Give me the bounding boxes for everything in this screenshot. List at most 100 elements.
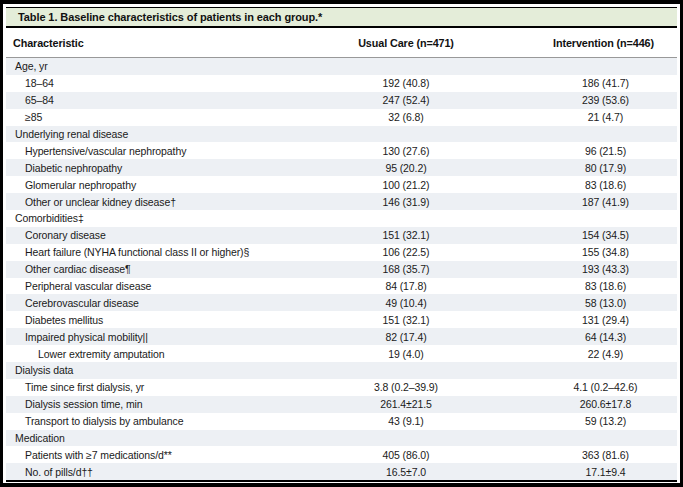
cell-intervention [482, 126, 677, 143]
cell-intervention: 21 (4.7) [482, 109, 677, 126]
header-row: Characteristic Usual Care (n=471) Interv… [6, 28, 677, 58]
table-row: Time since first dialysis, yr3.8 (0.2–39… [6, 379, 677, 396]
table-row: No. of pills/d††16.5±7.017.1±9.4 [6, 463, 677, 481]
cell-characteristic: Comorbidities‡ [6, 210, 330, 227]
cell-intervention: 193 (43.3) [482, 261, 677, 278]
cell-usual-care: 151 (32.1) [330, 311, 482, 328]
cell-characteristic: Glomerular nephropathy [6, 176, 330, 193]
table-row: Transport to dialysis by ambulance43 (9.… [6, 413, 677, 430]
column-header-usual-care: Usual Care (n=471) [330, 28, 482, 58]
cell-usual-care: 82 (17.4) [330, 328, 482, 345]
section-row: Underlying renal disease [6, 126, 677, 143]
cell-characteristic: 18–64 [6, 75, 330, 92]
cell-characteristic: Underlying renal disease [6, 126, 330, 143]
cell-intervention: 131 (29.4) [482, 311, 677, 328]
cell-intervention: 58 (13.0) [482, 294, 677, 311]
column-header-characteristic: Characteristic [6, 28, 330, 58]
cell-characteristic: Diabetic nephropathy [6, 159, 330, 176]
section-row: Medication [6, 430, 677, 447]
cell-usual-care: 106 (22.5) [330, 244, 482, 261]
cell-usual-care: 146 (31.9) [330, 193, 482, 210]
cell-intervention: 4.1 (0.2–42.6) [482, 379, 677, 396]
section-row: Comorbidities‡ [6, 210, 677, 227]
cell-intervention: 22 (4.9) [482, 345, 677, 362]
cell-usual-care: 49 (10.4) [330, 294, 482, 311]
cell-characteristic: Other cardiac disease¶ [6, 261, 330, 278]
cell-intervention: 17.1±9.4 [482, 463, 677, 481]
cell-characteristic: No. of pills/d†† [6, 463, 330, 481]
cell-intervention: 64 (14.3) [482, 328, 677, 345]
cell-intervention: 363 (81.6) [482, 446, 677, 463]
cell-intervention: 96 (21.5) [482, 142, 677, 159]
cell-characteristic: ≥85 [6, 109, 330, 126]
table-title: Table 1. Baseline characteristics of pat… [6, 7, 677, 28]
table-row: Other or unclear kidney disease†146 (31.… [6, 193, 677, 210]
cell-intervention: 186 (41.7) [482, 75, 677, 92]
cell-characteristic: Lower extremity amputation [6, 345, 330, 362]
cell-intervention: 187 (41.9) [482, 193, 677, 210]
cell-characteristic: Dialysis data [6, 362, 330, 379]
table-row: Impaired physical mobility||82 (17.4)64 … [6, 328, 677, 345]
table-row: 18–64192 (40.8)186 (41.7) [6, 75, 677, 92]
cell-usual-care: 130 (27.6) [330, 142, 482, 159]
cell-usual-care: 192 (40.8) [330, 75, 482, 92]
cell-characteristic: Time since first dialysis, yr [6, 379, 330, 396]
cell-characteristic: Cerebrovascular disease [6, 294, 330, 311]
table-body: Age, yr18–64192 (40.8)186 (41.7)65–84247… [6, 58, 677, 482]
cell-intervention: 260.6±17.8 [482, 396, 677, 413]
cell-characteristic: Dialysis session time, min [6, 396, 330, 413]
table-row: ≥8532 (6.8)21 (4.7) [6, 109, 677, 126]
table-row: 65–84247 (52.4)239 (53.6) [6, 92, 677, 109]
cell-usual-care: 16.5±7.0 [330, 463, 482, 481]
cell-characteristic: Age, yr [6, 58, 330, 75]
cell-intervention: 239 (53.6) [482, 92, 677, 109]
cell-intervention: 83 (18.6) [482, 278, 677, 295]
cell-usual-care [330, 126, 482, 143]
table-row: Cerebrovascular disease49 (10.4)58 (13.0… [6, 294, 677, 311]
table-row: Glomerular nephropathy100 (21.2)83 (18.6… [6, 176, 677, 193]
table-row: Diabetic nephropathy95 (20.2)80 (17.9) [6, 159, 677, 176]
cell-intervention [482, 362, 677, 379]
cell-intervention: 83 (18.6) [482, 176, 677, 193]
cell-intervention [482, 58, 677, 75]
cell-characteristic: 65–84 [6, 92, 330, 109]
cell-usual-care: 19 (4.0) [330, 345, 482, 362]
section-row: Age, yr [6, 58, 677, 75]
baseline-characteristics-table: Characteristic Usual Care (n=471) Interv… [6, 28, 677, 482]
table-frame: Table 1. Baseline characteristics of pat… [0, 0, 683, 487]
section-row: Dialysis data [6, 362, 677, 379]
table-row: Other cardiac disease¶168 (35.7)193 (43.… [6, 261, 677, 278]
table-row: Patients with ≥7 medications/d**405 (86.… [6, 446, 677, 463]
cell-intervention [482, 210, 677, 227]
table-row: Peripheral vascular disease84 (17.8)83 (… [6, 278, 677, 295]
journal-table-page: Table 1. Baseline characteristics of pat… [0, 0, 683, 487]
cell-intervention: 154 (34.5) [482, 227, 677, 244]
cell-characteristic: Peripheral vascular disease [6, 278, 330, 295]
table-row: Coronary disease151 (32.1)154 (34.5) [6, 227, 677, 244]
cell-usual-care [330, 430, 482, 447]
cell-usual-care [330, 58, 482, 75]
cell-usual-care: 95 (20.2) [330, 159, 482, 176]
cell-intervention: 80 (17.9) [482, 159, 677, 176]
cell-characteristic: Other or unclear kidney disease† [6, 193, 330, 210]
cell-characteristic: Transport to dialysis by ambulance [6, 413, 330, 430]
cell-characteristic: Hypertensive/vascular nephropathy [6, 142, 330, 159]
cell-usual-care: 100 (21.2) [330, 176, 482, 193]
column-header-intervention: Intervention (n=446) [482, 28, 677, 58]
table-row: Heart failure (NYHA functional class II … [6, 244, 677, 261]
cell-characteristic: Diabetes mellitus [6, 311, 330, 328]
cell-usual-care [330, 210, 482, 227]
cell-intervention [482, 430, 677, 447]
table-row: Lower extremity amputation19 (4.0)22 (4.… [6, 345, 677, 362]
cell-usual-care: 84 (17.8) [330, 278, 482, 295]
cell-characteristic: Heart failure (NYHA functional class II … [6, 244, 330, 261]
table-row: Diabetes mellitus151 (32.1)131 (29.4) [6, 311, 677, 328]
cell-usual-care: 43 (9.1) [330, 413, 482, 430]
cell-usual-care: 247 (52.4) [330, 92, 482, 109]
cell-usual-care [330, 362, 482, 379]
cell-characteristic: Impaired physical mobility|| [6, 328, 330, 345]
table-row: Dialysis session time, min261.4±21.5260.… [6, 396, 677, 413]
cell-intervention: 155 (34.8) [482, 244, 677, 261]
cell-usual-care: 405 (86.0) [330, 446, 482, 463]
cell-characteristic: Medication [6, 430, 330, 447]
